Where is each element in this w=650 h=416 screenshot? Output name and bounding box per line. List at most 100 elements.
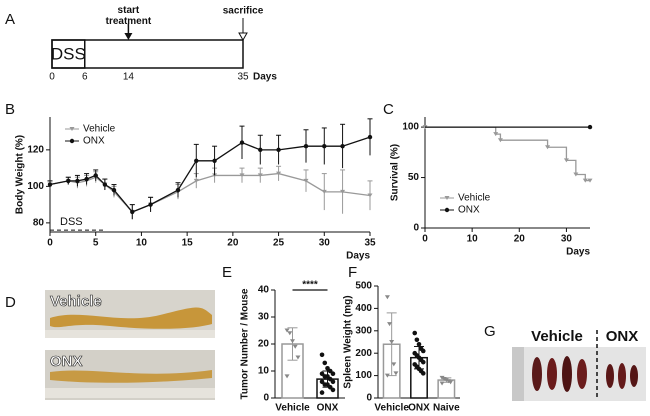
point: [563, 158, 569, 163]
legend-label: Vehicle: [83, 124, 116, 135]
x-tick-label: 35: [237, 72, 249, 83]
x-tick-label: 35: [364, 238, 376, 249]
point: [276, 171, 282, 176]
point: [239, 173, 245, 178]
x-tick-label: 14: [123, 72, 135, 83]
point: [130, 209, 135, 215]
legend-label: ONX: [458, 205, 480, 216]
y-tick-label: 10: [258, 366, 270, 377]
x-axis-title: Days: [253, 72, 277, 83]
y-tick-label: 100: [355, 370, 372, 381]
y-tick-label: 300: [355, 325, 372, 336]
point: [587, 178, 593, 183]
x-tick-label: 20: [227, 238, 239, 249]
y-axis-title: Tumor Number / Mouse: [240, 288, 251, 399]
point: [292, 344, 298, 349]
x-tick-label: Vehicle: [275, 403, 310, 414]
point: [212, 158, 217, 164]
point: [393, 371, 399, 376]
point: [412, 330, 418, 336]
point: [257, 173, 263, 178]
x-tick-label: 30: [319, 238, 331, 249]
point: [303, 144, 309, 149]
x-axis-title: Days: [346, 251, 370, 262]
y-tick-label: 0: [413, 223, 419, 234]
event-marker: [238, 32, 248, 42]
point: [276, 147, 281, 153]
point: [330, 371, 336, 377]
y-tick-label: 100: [402, 122, 419, 133]
point: [102, 182, 108, 187]
panel-label: G: [484, 323, 496, 340]
point: [443, 378, 449, 383]
y-tick-label: 0: [263, 393, 269, 404]
point: [340, 189, 346, 194]
y-tick-label: 120: [27, 144, 44, 155]
photo-d: [45, 290, 215, 400]
point: [284, 328, 290, 333]
point: [387, 322, 393, 327]
point: [367, 193, 373, 198]
point: [284, 374, 290, 379]
point: [493, 132, 499, 137]
point: [497, 138, 503, 143]
point: [414, 337, 420, 343]
series-line: [49, 136, 371, 213]
legend-marker: [444, 196, 450, 200]
point: [322, 360, 328, 366]
x-tick-label: 0: [47, 238, 53, 249]
legend-label: Vehicle: [458, 193, 491, 204]
point: [445, 379, 451, 384]
y-tick-label: 200: [355, 348, 372, 359]
point: [582, 178, 588, 183]
y-tick-label: 50: [408, 172, 420, 183]
panel-label: E: [222, 264, 232, 281]
significance-label: ****: [302, 280, 318, 291]
x-tick-label: 15: [182, 238, 194, 249]
event-label: start treatment: [106, 5, 152, 27]
photo-label: Vehicle: [50, 293, 102, 310]
point: [193, 178, 199, 183]
y-tick-label: 500: [355, 281, 372, 292]
point: [389, 340, 395, 344]
point: [420, 371, 426, 376]
point: [416, 341, 422, 347]
legend-marker: [69, 127, 75, 131]
x-tick-label: ONX: [408, 403, 430, 414]
point: [175, 187, 181, 193]
x-tick-label: 10: [467, 234, 479, 245]
point: [321, 189, 327, 194]
point: [330, 379, 336, 385]
point: [439, 375, 445, 380]
point: [93, 173, 98, 178]
y-tick-label: 400: [355, 303, 372, 314]
point: [84, 176, 89, 182]
x-tick-label: 0: [422, 234, 428, 245]
legend-marker: [69, 138, 75, 144]
x-tick-label: 20: [514, 234, 526, 245]
point: [66, 178, 71, 184]
point: [290, 339, 295, 344]
annotation-label: DSS: [60, 216, 83, 228]
x-tick-label: 10: [136, 238, 148, 249]
point: [330, 387, 336, 393]
point: [587, 124, 593, 130]
point: [303, 178, 309, 183]
point: [319, 390, 325, 395]
x-axis-title: Days: [566, 247, 590, 258]
point: [111, 187, 117, 193]
y-axis-title: Spleen Weight (mg): [343, 295, 354, 388]
y-tick-label: 0: [366, 393, 372, 404]
y-axis-title: Body Weight (%): [15, 135, 26, 214]
point: [239, 140, 245, 145]
point: [441, 376, 447, 381]
panel-label: C: [383, 101, 394, 118]
point: [319, 352, 325, 358]
x-tick-label: Naive: [433, 403, 460, 414]
point: [391, 362, 397, 367]
point: [367, 134, 373, 140]
panel-label: A: [5, 11, 15, 28]
series-line: [49, 172, 371, 213]
phase-label: DSS: [51, 44, 86, 63]
